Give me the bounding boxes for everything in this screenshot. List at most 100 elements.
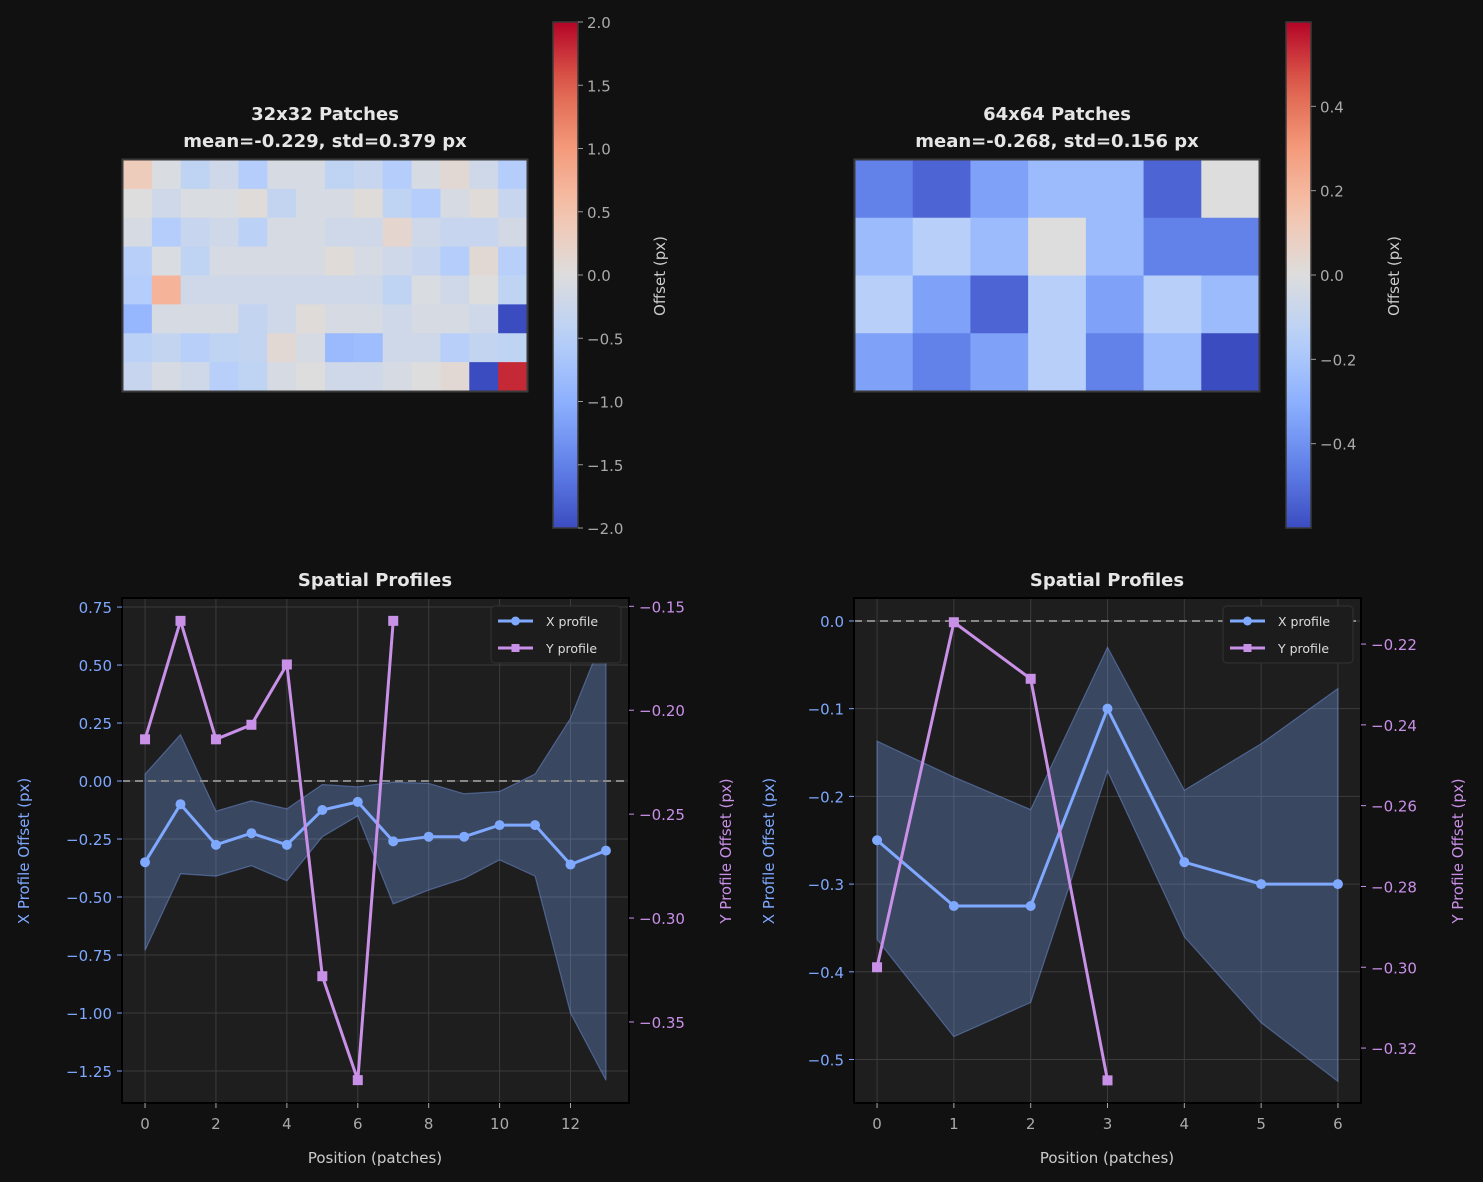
heatmap-cell: [1028, 160, 1087, 219]
y-tick-label-left: −0.75: [66, 947, 112, 965]
colorbar-bar: [552, 21, 579, 529]
heatmap-cell: [209, 160, 239, 190]
x-profile-point: [494, 820, 505, 831]
chart-right-ylabel-right: Y Profile Offset (px): [1449, 778, 1467, 924]
heatmap-cell: [325, 362, 355, 392]
heatmap-cell: [1201, 333, 1260, 392]
heatmap-cell: [498, 160, 528, 190]
chart-left-ylabel-right: Y Profile Offset (px): [717, 778, 735, 924]
heatmap-cell: [469, 362, 499, 392]
x-profile-line: [143, 800, 607, 867]
heatmap-cell: [440, 304, 470, 334]
heatmap-cell: [970, 217, 1029, 276]
heatmap-cell: [1085, 160, 1145, 219]
spatial-profiles-chart-right: 0 1 2 3 4 5 6 0.0 −0.1 −0.2 −0.3 −0.4 −0.5 −0.22 −0.24…: [760, 570, 1467, 1167]
x-profile-point: [281, 839, 292, 850]
chart-left-xlabel: Position (patches): [308, 1149, 442, 1167]
heatmap-cell: [1143, 275, 1202, 334]
heatmap-cell: [855, 160, 914, 219]
y-tick-label-left: −0.50: [66, 889, 112, 907]
heatmap-cell: [123, 362, 153, 392]
heatmap-cell: [209, 333, 239, 363]
heatmap-32x32-title-line2: mean=-0.229, std=0.379 px: [183, 131, 467, 152]
colorbar-bar: [1285, 21, 1312, 529]
x-profile-point: [388, 836, 399, 847]
heatmap-cell: [267, 160, 297, 190]
x-profile-point: [1025, 901, 1036, 912]
heatmap-cell: [1085, 217, 1145, 276]
colorbar-tick-label: −1.0: [587, 394, 623, 412]
colorbar-tick-label: −2.0: [587, 520, 623, 538]
heatmap-cell: [238, 333, 268, 363]
colorbar-tick-label: −1.5: [587, 457, 623, 475]
heatmap-cell: [411, 246, 441, 276]
axes-frame: [121, 597, 630, 1104]
chart-right-legend: X profile Y profile: [1222, 605, 1354, 664]
heatmap-cell: [353, 333, 384, 363]
heatmap-cell: [296, 246, 326, 276]
heatmap-cell: [411, 217, 441, 248]
heatmap-cell: [912, 217, 971, 276]
heatmap-cell: [238, 362, 268, 392]
y-profile-point: [872, 962, 883, 973]
heatmap-cell: [151, 333, 182, 363]
x-tick-label: 12: [561, 1115, 580, 1133]
heatmap-32x32-cells: [123, 160, 528, 392]
heatmap-cell: [1201, 217, 1260, 276]
legend-x-profile-label: X profile: [546, 614, 598, 629]
heatmap-cell: [325, 275, 355, 305]
heatmap-64x64-title-line1: 64x64 Patches: [983, 104, 1131, 125]
heatmap-cell: [1143, 160, 1202, 219]
heatmap-cell: [382, 217, 413, 248]
colorbar-tick-label: −0.5: [587, 330, 623, 348]
y-tick-label-left: 0.0: [820, 613, 844, 631]
heatmap-cell: [151, 362, 182, 392]
heatmap-cell: [353, 275, 384, 305]
heatmap-cell: [498, 333, 528, 363]
heatmap-cell: [180, 246, 211, 276]
heatmap-cell: [325, 304, 355, 334]
y-tick-label-right: −0.30: [639, 910, 685, 928]
y-tick-label-left: 0.75: [79, 599, 112, 617]
heatmap-cell: [912, 160, 971, 219]
heatmap-cell: [498, 304, 528, 334]
heatmap-32x32-frame: [121, 158, 529, 393]
heatmap-cell: [1201, 160, 1260, 219]
heatmap-cell: [469, 275, 499, 305]
heatmap-cell: [353, 304, 384, 334]
heatmap-cell: [296, 304, 326, 334]
chart-right-xlabel: Position (patches): [1040, 1149, 1174, 1167]
x-tick-label: 10: [490, 1115, 509, 1133]
y-tick-label-right: −0.32: [1371, 1040, 1417, 1058]
colorbar-tick-label: 2.0: [587, 14, 611, 32]
heatmap-cell: [267, 217, 297, 248]
y-tick-label-right: −0.22: [1371, 636, 1417, 654]
heatmap-cell: [440, 362, 470, 392]
x-tick-label: 8: [424, 1115, 434, 1133]
y-tick-label-left: −0.3: [808, 876, 844, 894]
heatmap-cell: [1143, 333, 1202, 392]
heatmap-cell: [267, 304, 297, 334]
colorbar-tick-label: 1.0: [587, 141, 611, 159]
heatmap-cell: [411, 304, 441, 334]
heatmap-cell: [382, 188, 413, 219]
y-profile-point: [948, 617, 959, 628]
y-tick-label-left: 0.50: [79, 657, 112, 675]
heatmap-cell: [209, 246, 239, 276]
heatmap-cell: [180, 362, 211, 392]
heatmap-cell: [855, 275, 914, 334]
y-profile-point: [210, 734, 221, 745]
y-profile-point: [317, 971, 328, 982]
heatmap-cell: [382, 333, 413, 363]
x-profile-point: [317, 805, 328, 816]
y-tick-label-left: −0.5: [808, 1051, 844, 1069]
heatmap-cell: [353, 362, 384, 392]
heatmap-cell: [151, 304, 182, 334]
y-tick-label-left: −1.00: [66, 1005, 112, 1023]
y-tick-label-left: −0.1: [808, 701, 844, 719]
heatmap-cell: [411, 333, 441, 363]
heatmap-cell: [180, 188, 211, 219]
heatmap-cell: [912, 333, 971, 392]
x-profile-point: [175, 799, 186, 810]
colorbar-32x32-label: Offset (px): [651, 236, 669, 316]
